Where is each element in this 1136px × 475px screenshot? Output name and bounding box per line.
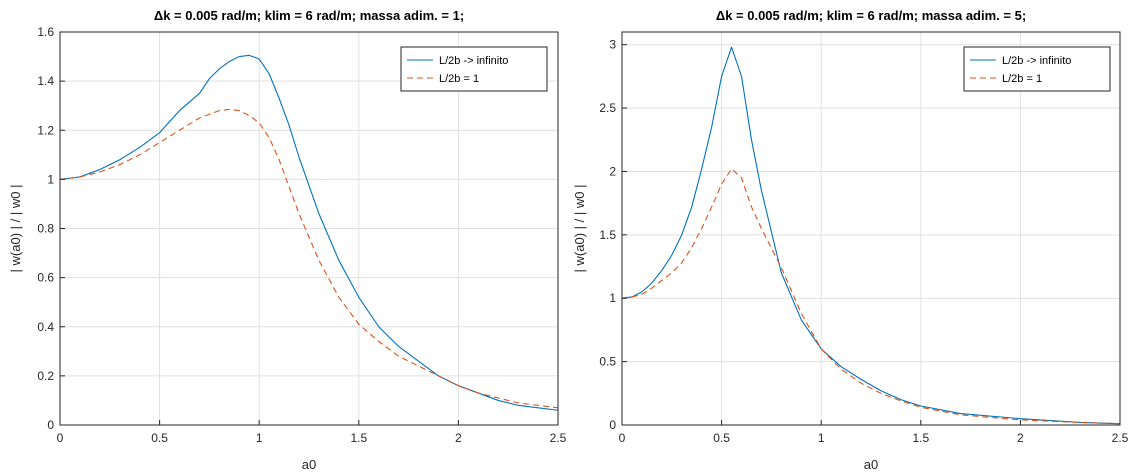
chart-2-xlabel: a0	[864, 457, 878, 472]
y-tick-label: 1.6	[37, 25, 54, 39]
chart-2-title: Δk = 0.005 rad/m; klim = 6 rad/m; massa …	[716, 8, 1026, 23]
chart-1-ylabel: | w(a0) | / | w0 |	[8, 185, 23, 273]
y-tick-label: 0.6	[37, 271, 54, 285]
x-tick-label: 1	[818, 431, 825, 445]
chart-2-ylabel: | w(a0) | / | w0 |	[572, 185, 587, 273]
y-tick-label: 2	[609, 164, 616, 178]
chart-2-legend-label-2: L/2b = 1	[1002, 73, 1042, 85]
y-tick-label: 0.8	[37, 222, 54, 236]
y-tick-label: 1	[609, 291, 616, 305]
x-tick-label: 2	[1017, 431, 1024, 445]
x-tick-label: 0	[619, 431, 626, 445]
chart-1-legend: L/2b -> infinito L/2b = 1	[400, 46, 548, 92]
y-tick-label: 0.4	[37, 320, 54, 334]
chart-2-ticks: 0 0.5 1 1.5 2 2.5 0 0.5 1 1.5 2 2.5 3	[599, 38, 1128, 445]
chart-1-title: Δk = 0.005 rad/m; klim = 6 rad/m; massa …	[154, 8, 464, 23]
y-tick-label: 0.2	[37, 369, 54, 383]
x-tick-label: 0.5	[151, 431, 168, 445]
chart-2: 0 0.5 1 1.5 2 2.5 0 0.5 1 1.5 2 2.5 3 Δk = 0.005 rad…	[572, 8, 1129, 472]
series-line-1	[621, 46, 1121, 425]
y-tick-label: 0	[609, 418, 616, 432]
chart-1-legend-label-2: L/2b = 1	[439, 73, 479, 85]
x-tick-label: 1	[256, 431, 263, 445]
y-tick-label: 1	[47, 172, 54, 186]
y-tick-label: 1.2	[37, 123, 54, 137]
chart-1-ticks: 0 0.5 1 1.5 2 2.5 0 0.2 0.4 0.6 0.8 1 1.2 1.4 1.6	[37, 25, 566, 445]
x-tick-label: 2.5	[1112, 431, 1129, 445]
series-line-2	[621, 168, 1121, 425]
x-tick-label: 2	[455, 431, 462, 445]
chart-2-axes-box	[621, 31, 1121, 426]
y-tick-label: 0	[47, 418, 54, 432]
x-tick-label: 1.5	[350, 431, 367, 445]
chart-1-legend-label-1: L/2b -> infinito	[439, 55, 508, 67]
y-tick-label: 0.5	[599, 355, 616, 369]
chart-1-lines	[59, 54, 559, 411]
chart-2-legend: L/2b -> infinito L/2b = 1	[963, 46, 1111, 92]
chart-2-plot-area	[622, 32, 1120, 425]
y-tick-label: 1.4	[37, 74, 54, 88]
x-tick-label: 0.5	[713, 431, 730, 445]
x-tick-label: 1.5	[912, 431, 929, 445]
y-tick-label: 3	[609, 38, 616, 52]
x-tick-label: 0	[57, 431, 64, 445]
y-tick-label: 2.5	[599, 101, 616, 115]
chart-1: 0 0.5 1 1.5 2 2.5 0 0.2 0.4 0.6 0.8 1 1.2 1.4 1.6 Δk =…	[8, 8, 567, 472]
x-tick-label: 2.5	[550, 431, 567, 445]
series-line-2	[59, 108, 559, 409]
chart-1-xlabel: a0	[302, 457, 316, 472]
chart-2-legend-box	[963, 46, 1111, 92]
chart-1-legend-box	[400, 46, 548, 92]
y-tick-label: 1.5	[599, 228, 616, 242]
chart-2-lines	[621, 46, 1121, 425]
chart-2-legend-label-1: L/2b -> infinito	[1002, 55, 1071, 67]
